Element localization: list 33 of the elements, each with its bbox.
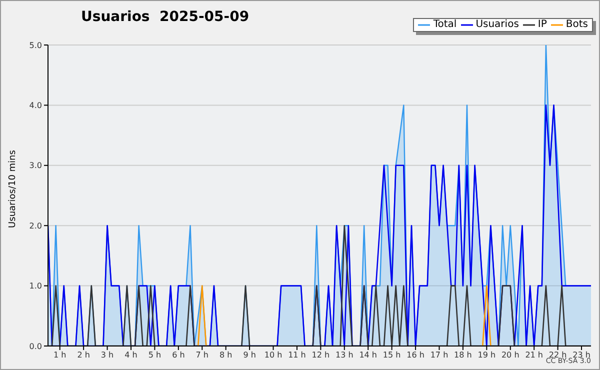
y-tick-label: 2.0: [29, 221, 42, 230]
x-tick-label: 7 h: [196, 350, 208, 360]
legend-label: Total: [433, 19, 457, 31]
x-tick-label: 16 h: [406, 350, 424, 360]
y-tick-label: 5.0: [29, 40, 42, 50]
y-tick-label: 0.0: [29, 342, 42, 351]
legend-label: Bots: [566, 19, 588, 31]
x-tick-label: 14 h: [359, 350, 378, 360]
legend-label: IP: [538, 19, 547, 31]
legend-label: Usuarios: [476, 19, 519, 31]
x-tick-label: 4 h: [124, 350, 138, 360]
x-tick-label: 17 h: [430, 350, 448, 360]
x-tick-label: 12 h: [312, 350, 330, 360]
y-tick-label: 3.0: [29, 161, 42, 170]
x-tick-label: 20 h: [501, 350, 520, 360]
x-tick-label: 8 h: [219, 350, 232, 360]
x-tick-label: 21 h: [525, 350, 543, 360]
x-tick-label: 11 h: [288, 350, 306, 360]
y-tick-label: 1.0: [29, 282, 42, 291]
x-tick-label: 18 h: [454, 350, 472, 360]
x-tick-label: 10 h: [264, 350, 282, 360]
x-tick-label: 3 h: [100, 350, 114, 360]
x-tick-label: 1 h: [54, 350, 66, 360]
y-axis-title: Usuarios/10 mins: [8, 150, 18, 228]
x-tick-label: 2 h: [77, 350, 90, 360]
x-tick-label: 19 h: [478, 350, 496, 360]
x-tick-label: 15 h: [382, 350, 401, 360]
chart-title: Usuarios 2025-05-09: [81, 9, 250, 25]
y-tick-label: 4.0: [29, 101, 42, 110]
x-tick-label: 9 h: [243, 350, 256, 360]
x-tick-label: 13 h: [336, 350, 354, 360]
x-tick-label: 6 h: [172, 350, 185, 360]
x-tick-label: 5 h: [148, 350, 162, 360]
